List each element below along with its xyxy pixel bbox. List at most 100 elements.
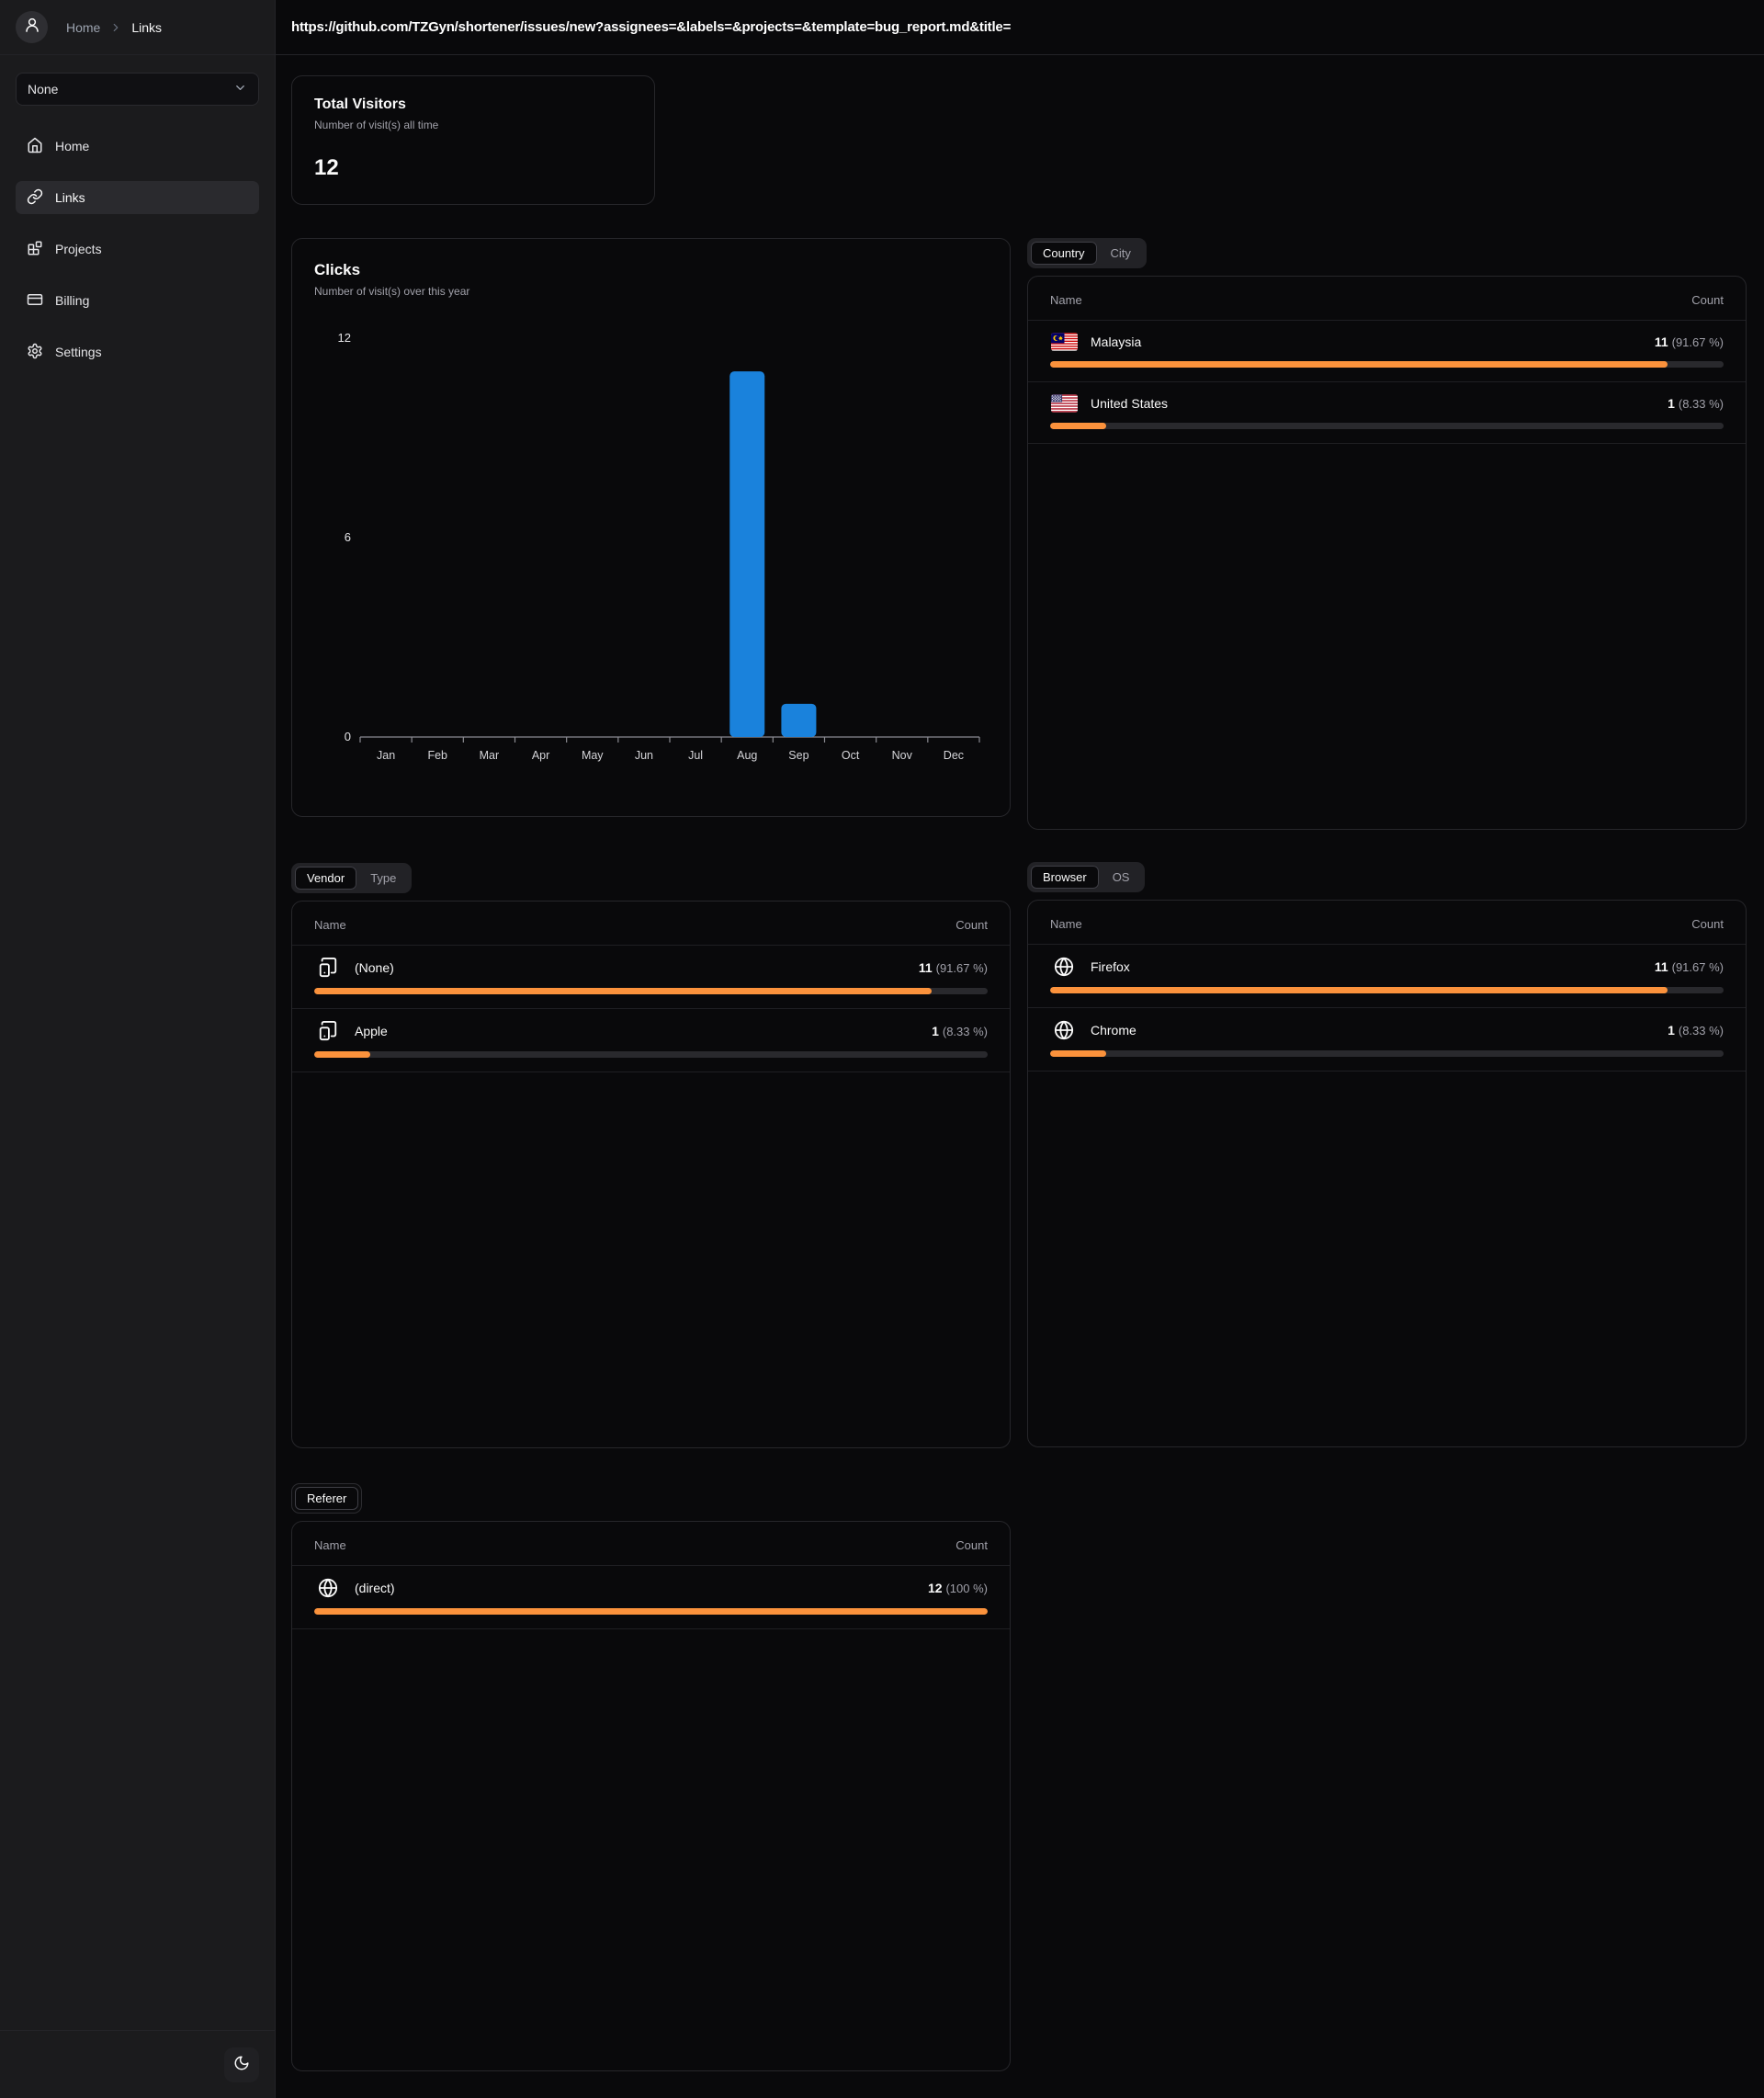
svg-text:Aug: Aug xyxy=(737,749,757,762)
sidebar-footer xyxy=(0,2030,275,2098)
home-icon xyxy=(27,137,43,156)
clicks-card: Clicks Number of visit(s) over this year… xyxy=(291,238,1011,817)
svg-text:Sep: Sep xyxy=(788,749,808,762)
theme-toggle-button[interactable] xyxy=(224,2047,259,2082)
globe-icon xyxy=(1050,1020,1078,1040)
column-name: Name xyxy=(314,1538,346,1552)
row-name: Firefox xyxy=(1091,959,1130,974)
tab-type[interactable]: Type xyxy=(370,871,397,885)
row-count: 11 (91.67 %) xyxy=(1654,959,1724,974)
total-visitors-card: Total Visitors Number of visit(s) all ti… xyxy=(291,75,655,205)
credit-card-icon xyxy=(27,291,43,311)
column-name: Name xyxy=(314,918,346,932)
svg-text:Mar: Mar xyxy=(480,749,500,762)
sidebar-body: None Home Links Projects Billing Settings xyxy=(0,55,275,2030)
browser-table-card: Name Count Firefox 11 (91.67 %) Chrome 1 … xyxy=(1027,900,1747,1447)
row-percent: (8.33 %) xyxy=(942,1025,988,1038)
row-progress-fill xyxy=(1050,423,1107,429)
tab-referer[interactable]: Referer xyxy=(295,1487,359,1510)
tab-country[interactable]: Country xyxy=(1031,242,1097,265)
row-progress-track xyxy=(1050,987,1724,993)
blocks-icon xyxy=(27,240,43,259)
row-name: Chrome xyxy=(1091,1023,1136,1038)
sidebar-item-links[interactable]: Links xyxy=(16,181,259,214)
row-progress-fill xyxy=(1050,987,1668,993)
row-percent: (100 %) xyxy=(945,1582,988,1595)
tablet-smartphone-icon xyxy=(314,958,342,978)
avatar[interactable] xyxy=(16,11,48,43)
column-name: Name xyxy=(1050,917,1082,931)
row-count: 11 (91.67 %) xyxy=(1654,335,1724,349)
sidebar-item-billing[interactable]: Billing xyxy=(16,284,259,317)
sidebar: Home Links None Home Links Projects Billing… xyxy=(0,0,276,2098)
clicks-title: Clicks xyxy=(314,261,361,278)
gear-icon xyxy=(27,343,43,362)
workspace-select-value: None xyxy=(28,82,59,96)
column-count: Count xyxy=(956,1538,988,1552)
right-column: Country City Name Count Malaysia 11 (91.67… xyxy=(1027,238,1747,1447)
referer-table-card: Name Count (direct) 12 (100 %) xyxy=(291,1521,1011,2071)
column-name: Name xyxy=(1050,293,1082,307)
sidebar-nav: Home Links Projects Billing Settings xyxy=(16,130,259,369)
table-row: Firefox 11 (91.67 %) xyxy=(1028,945,1746,1008)
clicks-subtitle: Number of visit(s) over this year xyxy=(314,285,470,298)
row-progress-fill xyxy=(1050,1050,1107,1057)
row-progress-track xyxy=(314,988,988,994)
row-progress-fill xyxy=(314,1608,988,1615)
svg-text:May: May xyxy=(582,749,604,762)
svg-text:Apr: Apr xyxy=(532,749,549,762)
row-count: 12 (100 %) xyxy=(928,1581,988,1595)
svg-text:6: 6 xyxy=(345,530,351,544)
sidebar-item-projects[interactable]: Projects xyxy=(16,232,259,266)
chevron-down-icon xyxy=(233,81,247,97)
svg-text:Jul: Jul xyxy=(688,749,703,762)
table-row: United States 1 (8.33 %) xyxy=(1028,382,1746,444)
workspace-select[interactable]: None xyxy=(16,73,259,106)
us-flag-icon xyxy=(1050,394,1078,413)
row-count: 1 (8.33 %) xyxy=(932,1024,988,1038)
table-row: (direct) 12 (100 %) xyxy=(292,1566,1010,1629)
row-progress-track xyxy=(1050,361,1724,368)
row-progress-track xyxy=(1050,423,1724,429)
tab-os[interactable]: OS xyxy=(1112,870,1130,884)
device-table-card: Name Count (None) 11 (91.67 %) Apple 1 (8… xyxy=(291,901,1011,1448)
globe-icon xyxy=(314,1578,342,1598)
row-progress-fill xyxy=(314,1051,371,1058)
user-icon xyxy=(24,17,40,38)
row-count: 11 (91.67 %) xyxy=(918,960,988,975)
column-count: Count xyxy=(956,918,988,932)
tab-browser[interactable]: Browser xyxy=(1031,866,1099,889)
breadcrumb-home[interactable]: Home xyxy=(66,19,101,35)
dashboard-columns: Clicks Number of visit(s) over this year… xyxy=(291,238,1747,2071)
destination-url: https://github.com/TZGyn/shortener/issue… xyxy=(291,19,1012,35)
tablet-smartphone-icon xyxy=(314,1021,342,1041)
row-name: (None) xyxy=(355,960,394,975)
tab-city[interactable]: City xyxy=(1110,246,1131,260)
row-name: Apple xyxy=(355,1024,388,1038)
row-progress-fill xyxy=(1050,361,1668,368)
main: https://github.com/TZGyn/shortener/issue… xyxy=(276,0,1764,2098)
total-visitors-title: Total Visitors xyxy=(314,96,406,112)
sidebar-header: Home Links xyxy=(0,0,275,55)
globe-icon xyxy=(1050,957,1078,977)
row-progress-track xyxy=(314,1051,988,1058)
row-progress-track xyxy=(1050,1050,1724,1057)
sidebar-item-home[interactable]: Home xyxy=(16,130,259,163)
row-percent: (8.33 %) xyxy=(1678,397,1724,411)
sidebar-item-settings[interactable]: Settings xyxy=(16,335,259,369)
breadcrumb: Home Links xyxy=(66,20,162,35)
tab-vendor[interactable]: Vendor xyxy=(295,867,357,890)
link-icon xyxy=(27,188,43,208)
svg-text:0: 0 xyxy=(345,730,351,743)
malaysia-flag-icon xyxy=(1050,333,1078,351)
table-row: Apple 1 (8.33 %) xyxy=(292,1009,1010,1072)
moon-icon xyxy=(233,2055,250,2074)
table-row: Malaysia 11 (91.67 %) xyxy=(1028,321,1746,382)
svg-text:Feb: Feb xyxy=(427,749,447,762)
column-count: Count xyxy=(1691,917,1724,931)
content: Total Visitors Number of visit(s) all ti… xyxy=(276,55,1764,2071)
breadcrumb-current: Links xyxy=(131,19,163,35)
referer-tabs: Referer xyxy=(291,1483,363,1514)
svg-text:Nov: Nov xyxy=(892,749,913,762)
